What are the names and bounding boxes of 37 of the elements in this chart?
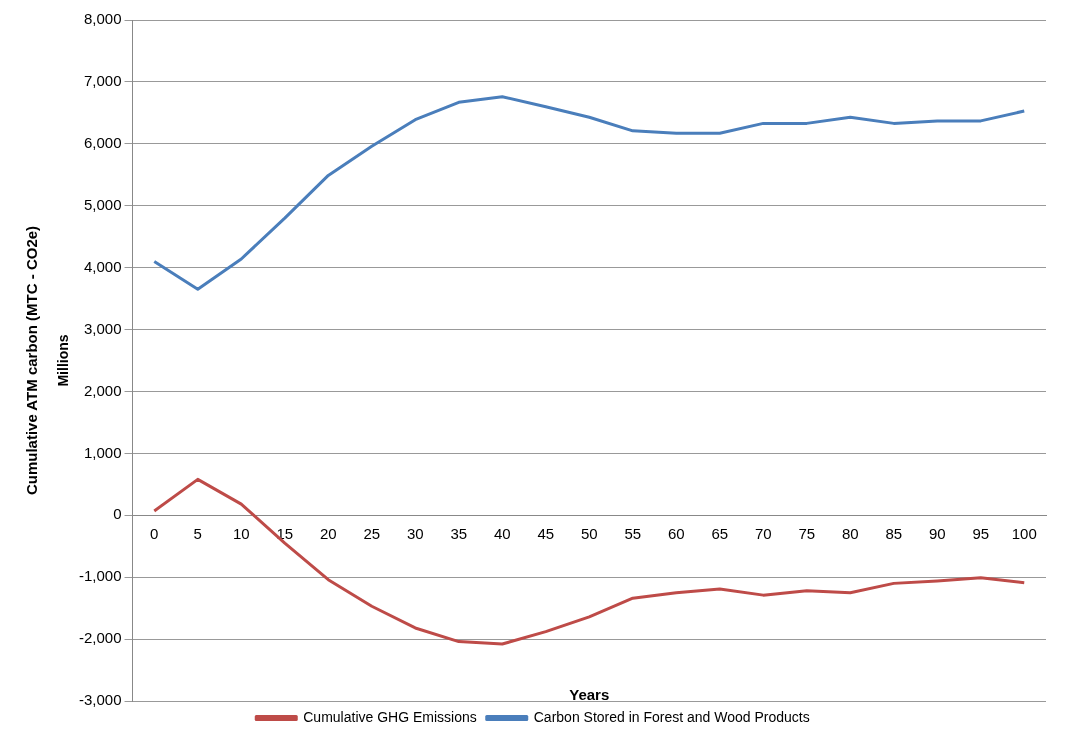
y-tick-label: -2,000 [78,629,122,647]
y-axis-title: Cumulative ATM carbon (MTC - CO2e) [23,225,41,496]
x-tick-label: 80 [841,525,859,543]
x-tick-label: 45 [537,525,555,543]
x-tick-label: 0 [150,525,159,543]
x-tick-label: 55 [624,525,642,543]
y-tick-label: 8,000 [83,10,122,28]
y-tick-label: 7,000 [83,72,122,90]
x-tick-label: 85 [885,525,903,543]
legend-label: Carbon Stored in Forest and Wood Products [533,708,810,725]
x-tick-label: 100 [1011,525,1037,543]
y-tick-label: -1,000 [78,567,122,585]
x-tick-label: 70 [754,525,772,543]
x-tick-label: 90 [928,525,946,543]
y-tick-label: 1,000 [83,443,122,461]
y-tick-label: 0 [113,505,122,523]
x-tick-label: 20 [319,525,337,543]
y-tick-label: 2,000 [83,381,122,399]
x-tick-label: 35 [450,525,468,543]
x-tick-label: 75 [798,525,816,543]
x-axis-title: Years [569,686,610,704]
x-tick-label: 95 [972,525,990,543]
y-tick-label: -3,000 [78,691,122,709]
y-tick-label: 5,000 [83,195,122,213]
x-tick-label: 40 [493,525,511,543]
x-tick-label: 5 [193,525,202,543]
y-tick-label: 4,000 [83,257,122,275]
text: Millions [54,334,71,387]
x-tick-label: 60 [667,525,685,543]
y-tick-label: 6,000 [83,133,122,151]
x-tick-label: 65 [711,525,729,543]
legend-label: Cumulative GHG Emissions [303,708,477,725]
x-tick-label: 10 [232,525,250,543]
y-tick-label: 3,000 [83,319,122,337]
x-tick-label: 25 [363,525,381,543]
x-tick-label: 30 [406,525,424,543]
x-tick-label: 50 [580,525,598,543]
